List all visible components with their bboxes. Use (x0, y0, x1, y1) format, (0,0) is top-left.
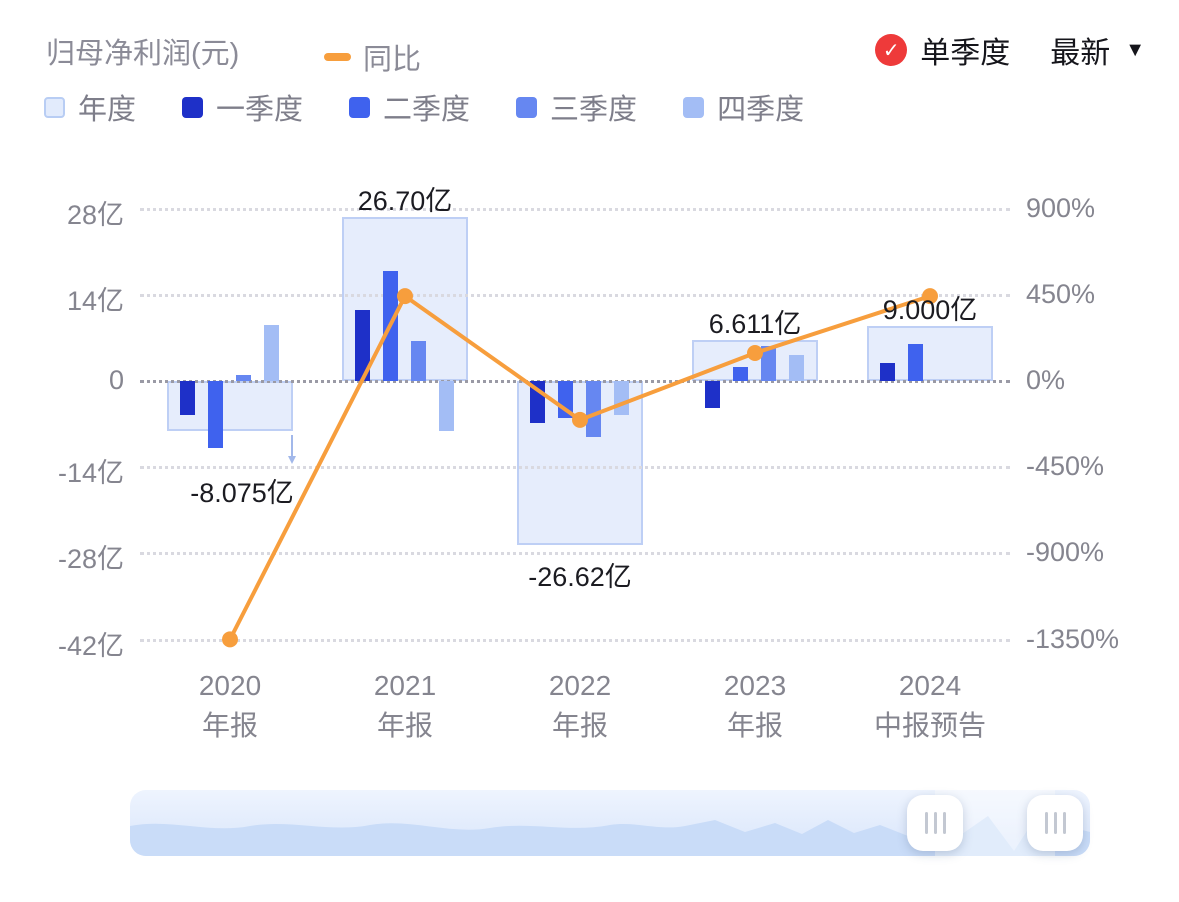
y-axis-tick-right: -450% (1026, 451, 1105, 482)
legend-item-label: 一季度 (216, 94, 304, 126)
y-axis-tick-left: 28亿 (66, 199, 124, 230)
single-quarter-label[interactable]: 单季度 (920, 37, 1011, 70)
x-axis-label-year: 2023 (723, 670, 787, 701)
quarter-bar[interactable] (557, 381, 573, 418)
grip-line (1053, 812, 1057, 834)
x-axis-label-year: 2024 (898, 670, 962, 701)
y-axis-tick-right: 0% (1026, 365, 1066, 395)
x-axis-label-year: 2021 (373, 670, 437, 701)
y-axis-tick-left: -42亿 (57, 630, 124, 661)
metric-title: 归母净利润(元) (46, 38, 240, 70)
quarter-bar[interactable] (263, 324, 279, 381)
y-axis-tick-right: 450% (1026, 278, 1096, 309)
grip-line (1044, 812, 1048, 834)
legend-item-label: 四季度 (717, 94, 805, 126)
y-axis-tick-left: 14亿 (66, 285, 124, 316)
y-axis-tick-left: -28亿 (57, 544, 124, 575)
annotation-arrow-icon (288, 434, 296, 464)
quarter-bar[interactable] (207, 381, 223, 449)
datazoom-handle-right[interactable] (1027, 795, 1083, 851)
x-axis-label-year: 2020 (198, 670, 262, 701)
yoy-legend[interactable]: 同比 (324, 36, 421, 78)
legend-swatch-icon (349, 96, 371, 118)
minichart-area (130, 816, 1090, 856)
quarter-bar[interactable] (788, 355, 804, 381)
quarter-bar[interactable] (585, 381, 601, 438)
quarter-bar[interactable] (354, 310, 370, 381)
quarter-bar[interactable] (529, 381, 545, 423)
legend-item-annual[interactable]: 年度 (44, 86, 136, 128)
quarter-bar[interactable] (438, 381, 454, 431)
annual-value-label: 26.70亿 (357, 185, 453, 216)
legend-swatch-icon (516, 96, 538, 118)
gridline (140, 638, 1010, 642)
yoy-legend-label: 同比 (363, 44, 422, 76)
legend-item-q3[interactable]: 三季度 (516, 86, 637, 128)
gridline (140, 466, 1010, 470)
legend-swatch-icon (44, 96, 65, 118)
quarter-bar[interactable] (760, 345, 776, 381)
datazoom-handle-left[interactable] (907, 795, 963, 851)
gridline (140, 207, 1010, 211)
annual-value-label: -26.62亿 (528, 561, 632, 592)
quarter-bar[interactable] (179, 381, 195, 415)
latest-label: 最新 (1050, 37, 1111, 70)
quarter-bar[interactable] (704, 381, 720, 409)
y-axis-tick-right: 900% (1026, 192, 1096, 223)
legend-item-label: 三季度 (550, 94, 638, 126)
x-axis-label-report: 中报预告 (873, 710, 987, 741)
annual-value-label: 6.611亿 (708, 309, 802, 340)
quarter-bar[interactable] (613, 381, 629, 415)
legend-item-q4[interactable]: 四季度 (683, 86, 804, 128)
latest-dropdown[interactable]: 最新 ▼ (1050, 28, 1145, 72)
quarter-bar[interactable] (907, 344, 923, 381)
top-right-controls: ✓ 单季度 最新 ▼ (875, 28, 1145, 72)
x-axis-label-report: 年报 (726, 710, 784, 741)
y-axis-tick-right: -900% (1026, 537, 1105, 568)
quarter-bar[interactable] (382, 270, 398, 381)
legend-item-label: 年度 (78, 94, 137, 126)
x-axis-label-report: 年报 (551, 710, 609, 741)
legend-swatch-icon (683, 96, 705, 118)
y-axis-tick-left: -14亿 (57, 458, 124, 489)
y-axis-tick-left: 0 (108, 365, 124, 395)
legend-item-label: 二季度 (383, 94, 471, 126)
legend-item-q2[interactable]: 二季度 (349, 86, 470, 128)
grip-line (942, 812, 946, 834)
chevron-down-icon: ▼ (1125, 38, 1145, 61)
x-axis-label-report: 年报 (376, 710, 434, 741)
datazoom-minichart (130, 816, 1090, 856)
grip-line (1062, 812, 1066, 834)
legend-swatch-icon (182, 96, 204, 118)
quarter-bar[interactable] (879, 363, 895, 381)
annual-value-label: 9.000亿 (882, 294, 978, 325)
quarter-bar[interactable] (410, 340, 426, 381)
yoy-line-swatch (324, 53, 351, 61)
datazoom-slider[interactable] (130, 790, 1090, 856)
series-legend: 年度 一季度 二季度 三季度 四季度 (44, 86, 804, 128)
single-quarter-check-icon[interactable]: ✓ (875, 34, 908, 66)
x-axis-label-report: 年报 (201, 710, 259, 741)
grip-line (933, 812, 937, 834)
gridline (140, 293, 1010, 297)
legend-item-q1[interactable]: 一季度 (182, 86, 303, 128)
y-axis-tick-right: -1350% (1026, 623, 1120, 654)
grip-line (924, 812, 928, 834)
quarter-bar[interactable] (732, 366, 748, 381)
quarter-bar[interactable] (235, 375, 251, 381)
x-axis-label-year: 2022 (548, 670, 612, 701)
annual-value-label: -8.075亿 (190, 477, 294, 508)
